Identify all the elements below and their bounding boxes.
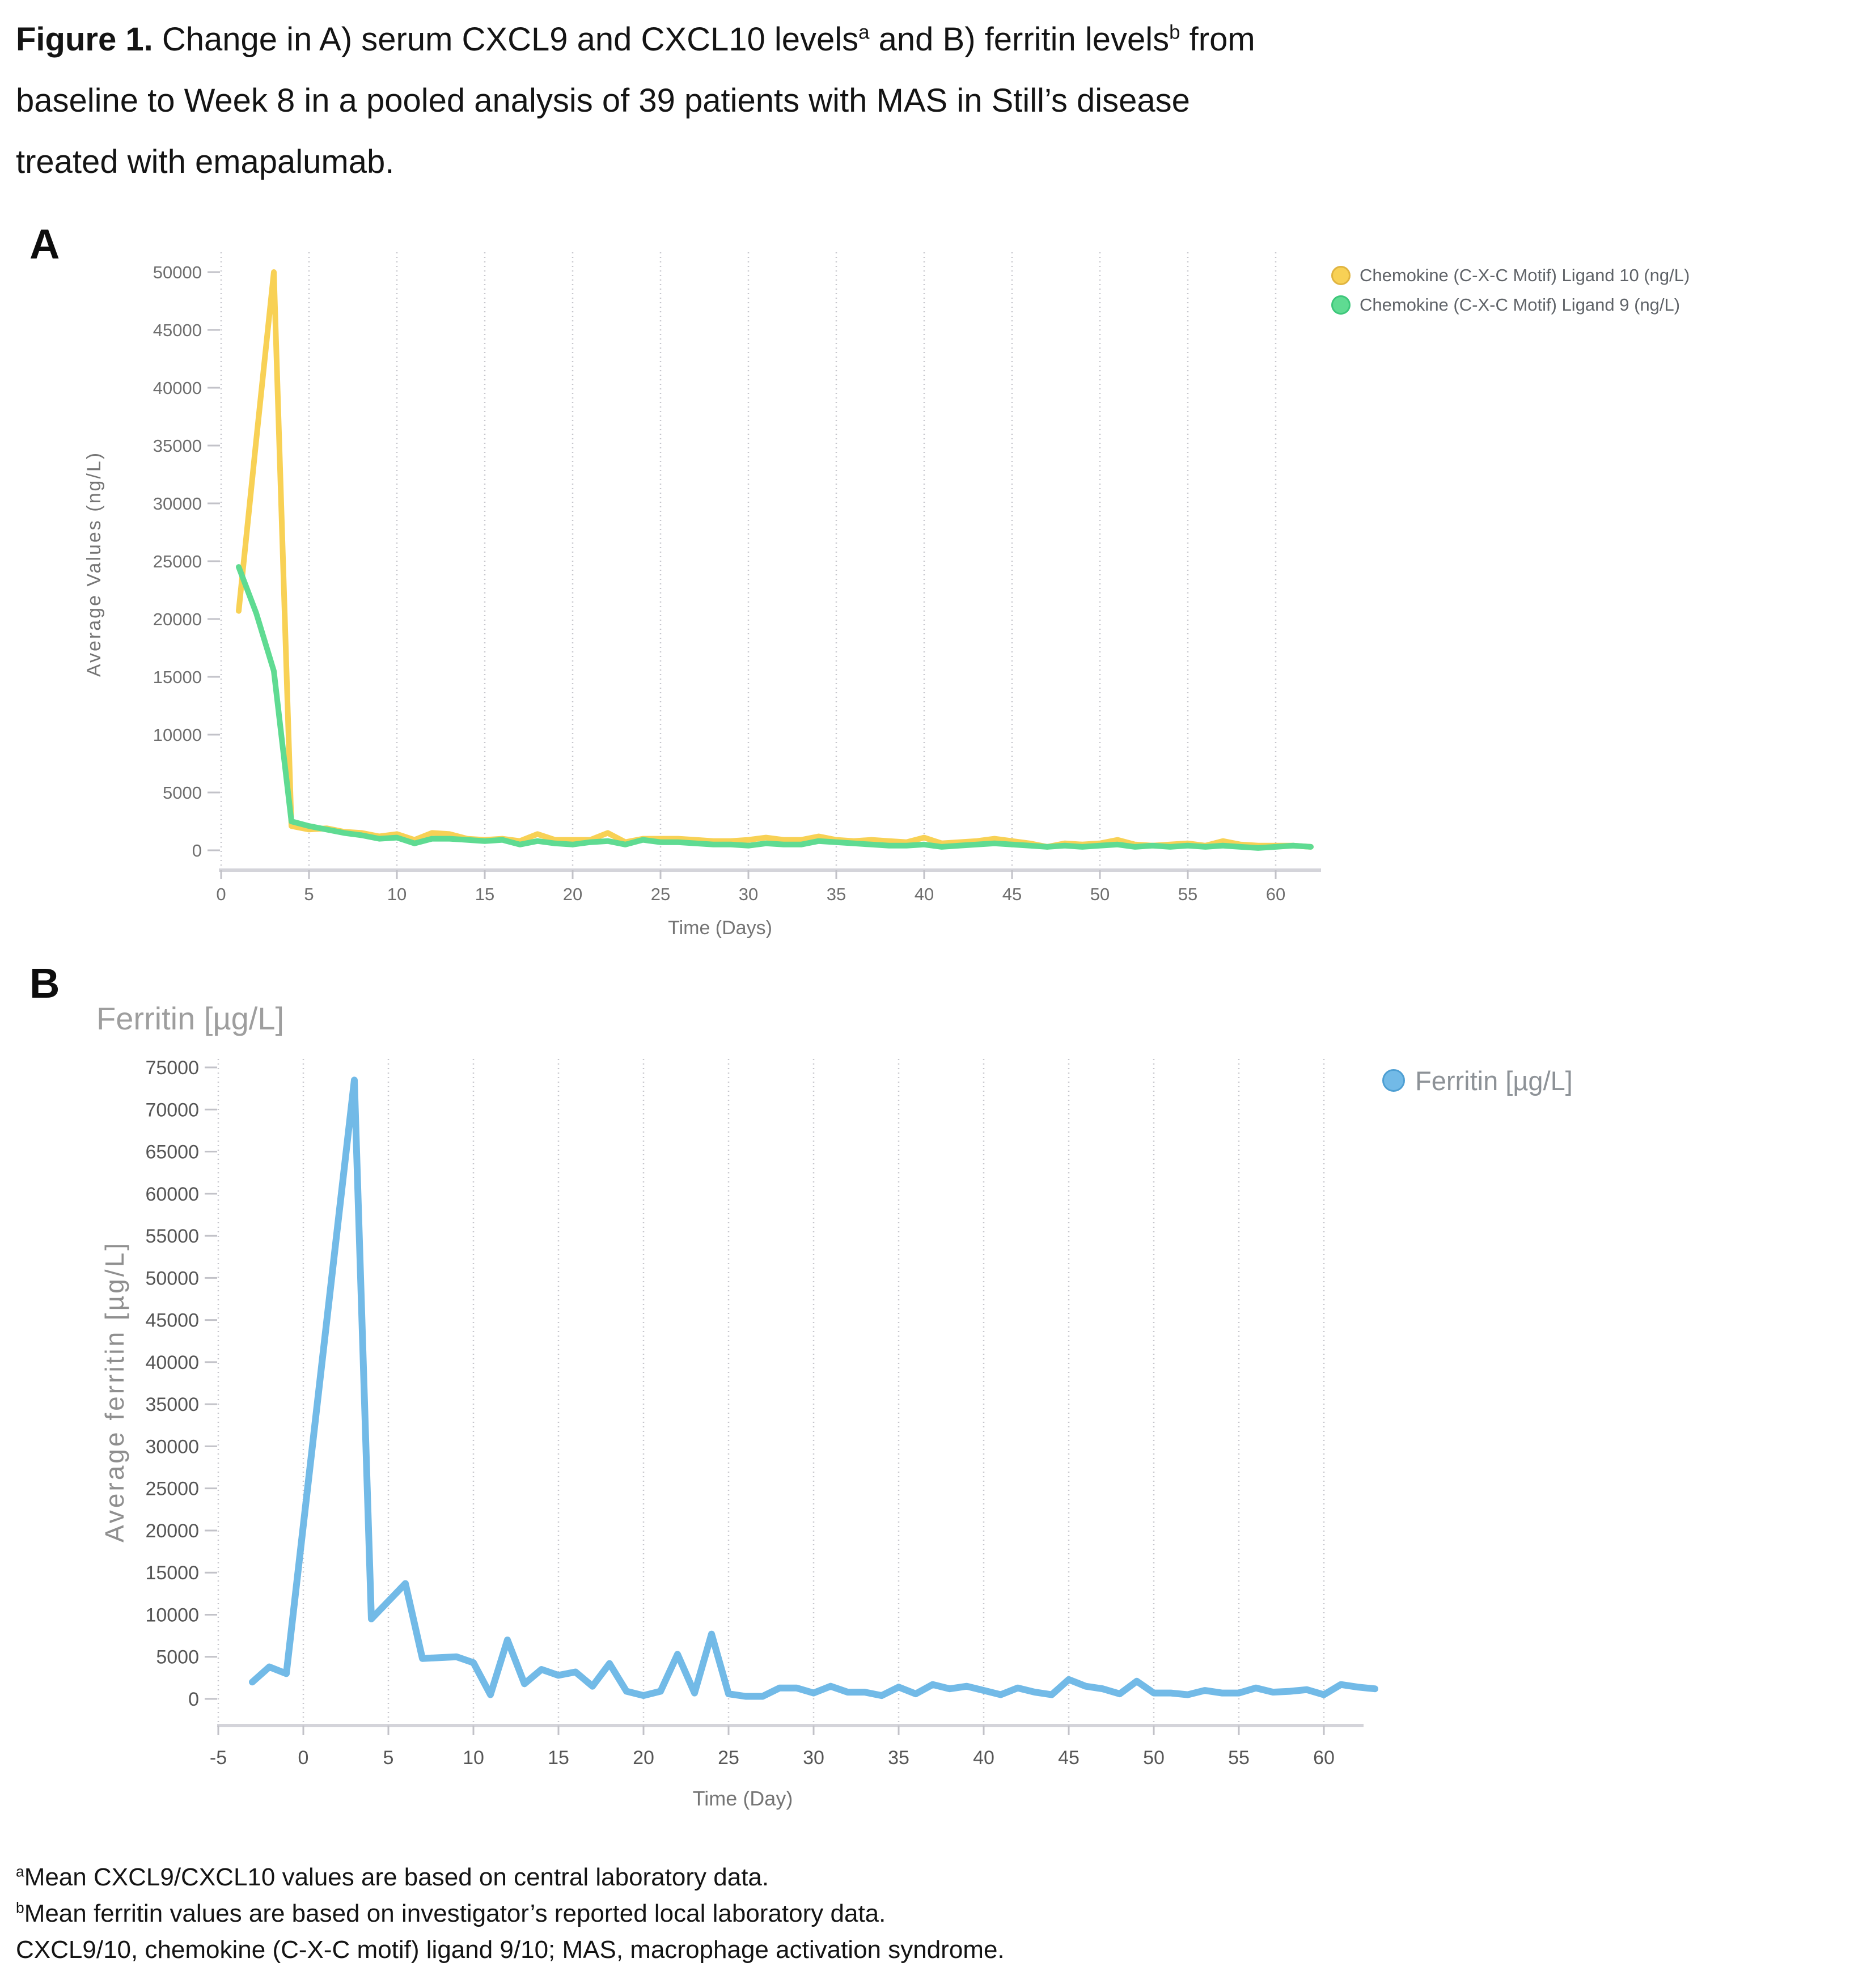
y-tick-label-b: 50000: [145, 1268, 199, 1289]
series-line-b-0: [249, 1076, 1378, 1700]
x-tick-label-a: 25: [651, 884, 670, 904]
legend-label-cxcl9: Chemokine (C-X-C Motif) Ligand 9 (ng/L): [1360, 295, 1680, 315]
legend-label-ferritin: Ferritin [µg/L]: [1415, 1065, 1573, 1096]
x-tick-label-b: 50: [1143, 1747, 1165, 1769]
x-tick-label-a: 0: [216, 884, 226, 904]
panel-b-legend: Ferritin [µg/L]: [1382, 1065, 1573, 1096]
y-tick-label-b: 30000: [145, 1436, 199, 1457]
x-tick-label-a: 50: [1090, 884, 1110, 904]
y-tick-label-b: 10000: [145, 1604, 199, 1626]
y-tick-label-b: 35000: [145, 1394, 199, 1415]
superscript-marker: a: [858, 21, 870, 44]
x-tick-label-b: 40: [973, 1747, 994, 1769]
y-tick-label-a: 30000: [153, 494, 202, 514]
text-run: Mean ferritin values are based on invest…: [24, 1900, 886, 1927]
y-tick-label-a: 35000: [153, 436, 202, 456]
x-tick-label-a: 15: [475, 884, 494, 904]
y-tick-label-b: 25000: [145, 1478, 199, 1500]
x-tick-label-a: 40: [915, 884, 934, 904]
panel-a-label: A: [29, 221, 60, 268]
y-tick-label-b: 20000: [145, 1520, 199, 1542]
x-tick-label-a: 45: [1002, 884, 1022, 904]
superscript-marker: a: [16, 1863, 24, 1880]
legend-item-cxcl9: Chemokine (C-X-C Motif) Ligand 9 (ng/L): [1331, 290, 1690, 320]
x-tick-label-a: 10: [387, 884, 407, 904]
x-tick-label-b: 25: [718, 1747, 739, 1769]
x-tick-label-b: 60: [1313, 1747, 1335, 1769]
y-tick-label-b: 5000: [156, 1647, 199, 1668]
superscript-marker: b: [16, 1899, 24, 1917]
text-run: treated with emapalumab.: [16, 143, 395, 180]
superscript-marker: b: [1169, 21, 1180, 44]
y-tick-label-a: 40000: [153, 378, 202, 398]
x-tick-label-b: 5: [383, 1747, 394, 1769]
y-tick-label-a: 0: [192, 841, 202, 861]
cxcl10-swatch-icon: [1331, 266, 1351, 285]
x-tick-label-a: 30: [739, 884, 758, 904]
panel-a-legend: Chemokine (C-X-C Motif) Ligand 10 (ng/L)…: [1331, 261, 1690, 320]
panel-b-x-axis-title: Time (Day): [692, 1787, 793, 1810]
y-tick-label-a: 45000: [153, 320, 202, 340]
y-tick-label-b: 15000: [145, 1562, 199, 1584]
panel-b-label: B: [29, 960, 60, 1007]
legend-item-cxcl10: Chemokine (C-X-C Motif) Ligand 10 (ng/L): [1331, 261, 1690, 290]
y-tick-label-b: 45000: [145, 1310, 199, 1332]
x-tick-label-a: 55: [1178, 884, 1197, 904]
y-tick-label-b: 75000: [145, 1057, 199, 1079]
panel-a-x-axis-title: Time (Days): [668, 917, 772, 939]
x-tick-label-b: 10: [463, 1747, 484, 1769]
cxcl9-swatch-icon: [1331, 295, 1351, 315]
text-run: Mean CXCL9/CXCL10 values are based on ce…: [24, 1863, 769, 1891]
panel-b-chart-title: Ferritin [µg/L]: [96, 1001, 285, 1036]
x-tick-label-a: 5: [304, 884, 314, 904]
y-tick-label-b: 70000: [145, 1099, 199, 1121]
series-line-a-0: [236, 269, 1314, 850]
panel-b-y-axis-title: Average ferritin [µg/L]: [100, 1241, 129, 1542]
y-tick-label-a: 15000: [153, 667, 202, 687]
y-tick-label-a: 5000: [163, 783, 202, 803]
caption-line-3: treated with emapalumab.: [16, 132, 1830, 193]
x-tick-label-b: -5: [210, 1747, 227, 1769]
caption-line-1: Figure 1. Change in A) serum CXCL9 and C…: [16, 9, 1830, 70]
text-run: Change in A) serum CXCL9 and CXCL10 leve…: [153, 21, 859, 58]
y-tick-label-b: 60000: [145, 1184, 199, 1205]
y-tick-label-b: 65000: [145, 1142, 199, 1163]
ferritin-swatch-icon: [1382, 1069, 1405, 1092]
y-tick-label-a: 20000: [153, 609, 202, 629]
y-tick-label-b: 0: [188, 1689, 199, 1710]
x-tick-label-b: 0: [298, 1747, 309, 1769]
x-tick-label-b: 35: [888, 1747, 909, 1769]
y-tick-label-a: 25000: [153, 552, 202, 571]
x-tick-label-a: 20: [563, 884, 582, 904]
panel-a-y-axis-title: Average Values (ng/L): [83, 451, 105, 677]
x-tick-label-b: 55: [1228, 1747, 1250, 1769]
x-tick-label-b: 30: [803, 1747, 824, 1769]
x-tick-label-b: 45: [1058, 1747, 1080, 1769]
legend-item-ferritin: Ferritin [µg/L]: [1382, 1065, 1573, 1096]
text-run: from: [1180, 21, 1255, 58]
text-run: baseline to Week 8 in a pooled analysis …: [16, 82, 1190, 119]
x-tick-label-b: 20: [633, 1747, 654, 1769]
y-tick-label-b: 40000: [145, 1352, 199, 1374]
text-run: Figure 1.: [16, 21, 153, 58]
text-run: CXCL9/10, chemokine (C-X-C motif) ligand…: [16, 1936, 1005, 1964]
caption-line-2: baseline to Week 8 in a pooled analysis …: [16, 70, 1830, 132]
y-tick-label-a: 10000: [153, 725, 202, 745]
y-tick-label-a: 50000: [153, 262, 202, 282]
x-tick-label-a: 35: [827, 884, 846, 904]
x-tick-label-a: 60: [1266, 884, 1285, 904]
y-tick-label-b: 55000: [145, 1226, 199, 1247]
x-tick-label-b: 15: [548, 1747, 569, 1769]
figure-footnotes: aMean CXCL9/CXCL10 values are based on c…: [16, 1859, 1005, 1968]
legend-label-cxcl10: Chemokine (C-X-C Motif) Ligand 10 (ng/L): [1360, 265, 1690, 285]
footnote-abbreviations: CXCL9/10, chemokine (C-X-C motif) ligand…: [16, 1932, 1005, 1968]
text-run: and B) ferritin levels: [869, 21, 1170, 58]
figure-caption: Figure 1. Change in A) serum CXCL9 and C…: [16, 9, 1830, 193]
series-line-a-1: [236, 564, 1314, 851]
footnote-a: aMean CXCL9/CXCL10 values are based on c…: [16, 1859, 1005, 1896]
footnote-b: bMean ferritin values are based on inves…: [16, 1896, 1005, 1932]
